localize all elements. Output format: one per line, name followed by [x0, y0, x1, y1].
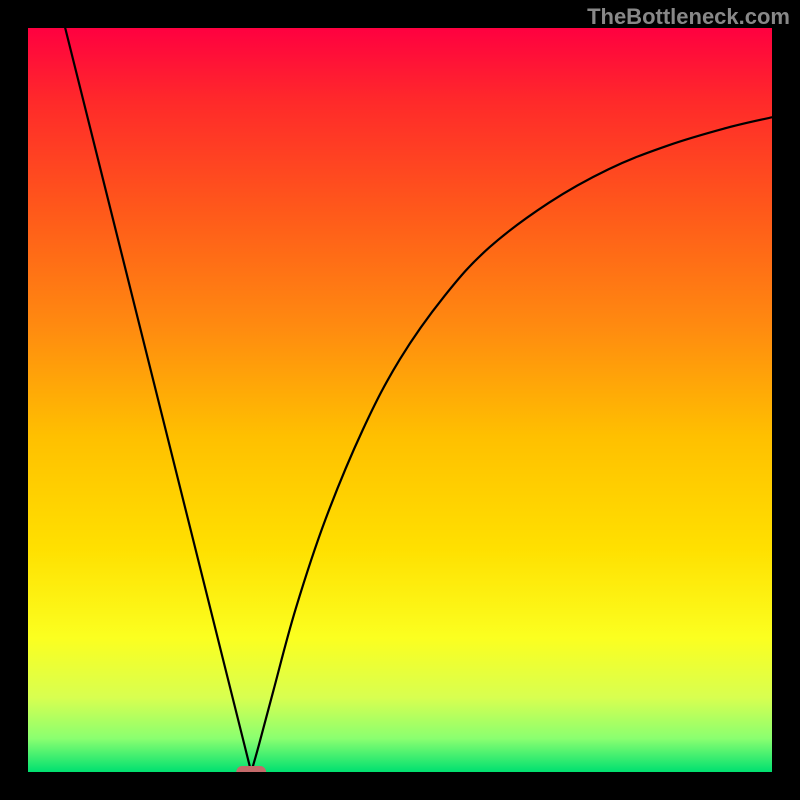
- chart-background: [28, 28, 772, 772]
- vertex-marker: [236, 766, 266, 772]
- chart-svg: [28, 28, 772, 772]
- watermark-text: TheBottleneck.com: [587, 4, 790, 30]
- figure-container: TheBottleneck.com: [0, 0, 800, 800]
- plot-area: [28, 28, 772, 772]
